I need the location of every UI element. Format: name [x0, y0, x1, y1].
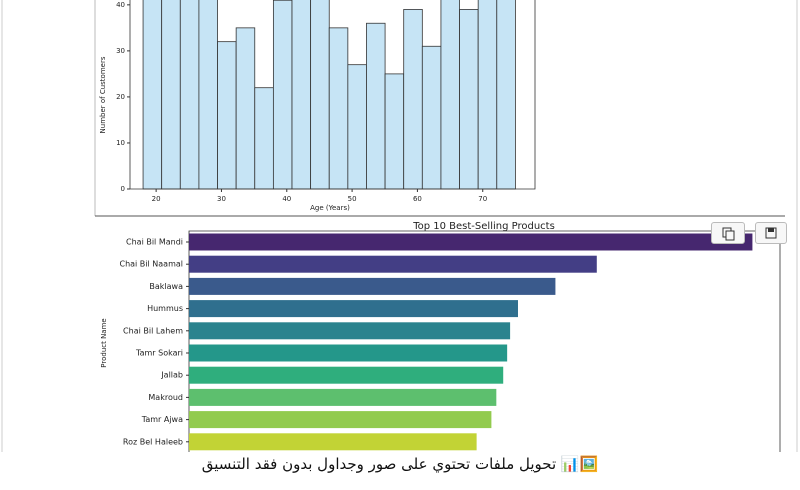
y-tick-label: 10 [116, 139, 125, 147]
y-tick-label: Chai Bil Naamal [119, 260, 183, 269]
y-tick-label: Makroud [148, 393, 183, 402]
y-tick-label: Chai Bil Mandi [126, 238, 183, 247]
x-tick-label: 30 [217, 195, 226, 203]
charts: Number of Customers Age (Years) Top 10 B… [1, 0, 798, 452]
histogram-bar [477, 0, 498, 190]
histogram-bar [310, 0, 330, 190]
y-tick-label: Roz Bel Haleeb [123, 437, 183, 446]
histogram-bar [328, 27, 349, 190]
y-tick-label: Jallab [160, 371, 183, 380]
y-tick-label: Baklawa [149, 282, 183, 291]
y-axis-label: Product Name [100, 318, 108, 367]
y-axis-label: Number of Customers [99, 56, 107, 133]
bar [189, 344, 508, 362]
histogram-bar [366, 22, 386, 190]
histogram-bar [496, 0, 516, 190]
y-tick-label: 0 [121, 185, 125, 193]
histogram-bar [198, 0, 218, 190]
y-tick-label: 20 [116, 93, 125, 101]
chart-title: Top 10 Best-Selling Products [412, 221, 555, 232]
save-button[interactable] [755, 222, 787, 244]
y-tick-label: Chai Bil Lahem [123, 326, 183, 335]
bar [189, 233, 753, 251]
save-icon [765, 227, 777, 239]
caption: 🖼️📊 تحويل ملفات تحتوي على صور وجداول بدو… [201, 455, 599, 473]
bar [189, 322, 511, 340]
y-tick-label: 40 [116, 1, 125, 9]
histogram-bar [403, 9, 423, 190]
x-tick-label: 70 [478, 195, 487, 203]
histogram-bar [291, 0, 312, 190]
copy-icon [722, 227, 735, 241]
bar [189, 300, 518, 318]
histogram-bar [235, 27, 256, 190]
histogram-bar [459, 9, 479, 190]
axes-frame [188, 230, 781, 452]
x-tick-label: 40 [282, 195, 291, 203]
histogram-bar [421, 45, 442, 190]
bar [189, 366, 504, 384]
bar [189, 388, 497, 406]
histogram-bar [142, 0, 163, 190]
histogram-bar [254, 87, 274, 190]
histogram-bar [161, 0, 181, 190]
bar [189, 255, 597, 273]
copy-button[interactable] [711, 222, 745, 244]
bar [189, 277, 556, 295]
histogram-bar [347, 64, 367, 190]
histogram-bar [384, 73, 405, 190]
x-tick-label: 60 [413, 195, 422, 203]
y-tick-label: Tamr Ajwa [141, 415, 183, 424]
histogram-bar [179, 0, 200, 190]
histogram-bar [217, 41, 237, 190]
histogram-bar [272, 0, 293, 190]
x-tick-label: 20 [152, 195, 161, 203]
bar [189, 411, 492, 429]
y-tick-label: 30 [116, 47, 125, 55]
x-axis-label: Age (Years) [310, 204, 350, 212]
x-tick-label: 50 [348, 195, 357, 203]
axes-frame [129, 0, 536, 190]
y-tick-label: Hummus [147, 304, 183, 313]
bar [189, 433, 477, 451]
histogram-bar [440, 0, 460, 190]
y-tick-label: Tamr Sokari [135, 349, 183, 358]
